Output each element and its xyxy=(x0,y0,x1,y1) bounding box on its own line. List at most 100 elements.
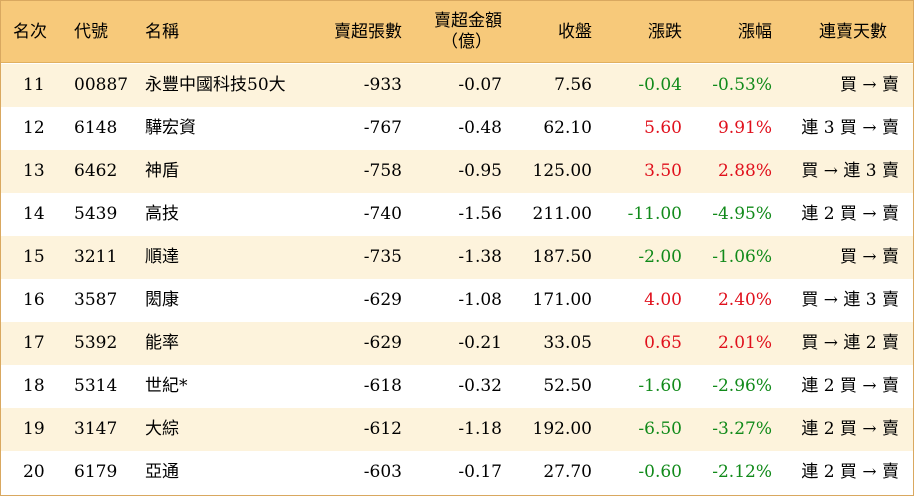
change-pct-cell: -2.96% xyxy=(712,376,772,396)
net-sell-lots-cell: -933 xyxy=(363,75,402,95)
stock-name-cell: 順達 xyxy=(145,247,179,267)
net-sell-lots-cell: -735 xyxy=(363,247,402,267)
rank-cell: 12 xyxy=(23,118,45,138)
net-sell-amount-cell: -1.08 xyxy=(458,290,502,310)
net-sell-amount-cell: -0.32 xyxy=(458,376,502,396)
streak-cell: 買 → 連 3 賣 xyxy=(801,161,899,181)
change-cell: -11.00 xyxy=(627,204,682,224)
net-sell-amount-cell: -0.21 xyxy=(458,333,502,353)
net-sell-lots-cell: -629 xyxy=(363,290,402,310)
table-row[interactable]: 18 5314 世紀* -618 -0.32 52.50 -1.60 -2.96% 連 2 買 … xyxy=(1,365,913,408)
stock-name-cell: 神盾 xyxy=(145,161,179,181)
table-row[interactable]: 14 5439 高技 -740 -1.56 211.00 -11.00 -4.95% 連 2 買… xyxy=(1,193,913,236)
net-sell-lots-cell: -740 xyxy=(363,204,402,224)
stock-code-cell: 3211 xyxy=(74,247,118,267)
stock-code-cell: 5392 xyxy=(74,333,118,353)
change-cell: 5.60 xyxy=(644,118,682,138)
close-price-cell: 27.70 xyxy=(543,462,592,482)
streak-cell: 連 2 買 → 賣 xyxy=(801,462,899,482)
change-pct-cell: 2.88% xyxy=(717,161,772,181)
net-sell-lots-cell: -618 xyxy=(363,376,402,396)
close-price-cell: 52.50 xyxy=(543,376,592,396)
streak-cell: 買 → 連 3 賣 xyxy=(801,290,899,310)
rank-cell: 19 xyxy=(23,419,45,439)
streak-cell: 買 → 賣 xyxy=(839,75,899,95)
header-net-sell-lots[interactable]: 賣超張數 xyxy=(334,22,402,42)
streak-cell: 連 2 買 → 賣 xyxy=(801,419,899,439)
net-sell-amount-cell: -0.48 xyxy=(458,118,502,138)
streak-cell: 買 → 賣 xyxy=(839,247,899,267)
close-price-cell: 125.00 xyxy=(532,161,592,181)
streak-cell: 買 → 連 2 賣 xyxy=(801,333,899,353)
rank-cell: 14 xyxy=(23,204,45,224)
net-sell-amount-cell: -0.95 xyxy=(458,161,502,181)
table-row[interactable]: 16 3587 閎康 -629 -1.08 171.00 4.00 2.40% 買 → 連 3 … xyxy=(1,279,913,322)
header-change-pct[interactable]: 漲幅 xyxy=(738,22,772,42)
net-sell-lots-cell: -767 xyxy=(363,118,402,138)
change-pct-cell: -1.06% xyxy=(712,247,772,267)
header-name[interactable]: 名稱 xyxy=(145,22,179,42)
header-code[interactable]: 代號 xyxy=(74,22,108,42)
table-row[interactable]: 17 5392 能率 -629 -0.21 33.05 0.65 2.01% 買 → 連 2 賣 xyxy=(1,322,913,365)
rank-cell: 13 xyxy=(23,161,45,181)
stock-code-cell: 3587 xyxy=(74,290,118,310)
change-cell: -0.04 xyxy=(638,75,682,95)
change-pct-cell: -3.27% xyxy=(712,419,772,439)
stock-code-cell: 5439 xyxy=(74,204,118,224)
change-cell: -6.50 xyxy=(638,419,682,439)
change-pct-cell: -2.12% xyxy=(712,462,772,482)
table-row[interactable]: 19 3147 大綜 -612 -1.18 192.00 -6.50 -3.27% 連 2 買 … xyxy=(1,408,913,451)
stock-name-cell: 能率 xyxy=(145,333,179,353)
table-row[interactable]: 12 6148 驊宏資 -767 -0.48 62.10 5.60 9.91% 連 3 買 → … xyxy=(1,107,913,150)
header-close[interactable]: 收盤 xyxy=(558,22,592,42)
stock-name-cell: 閎康 xyxy=(145,290,179,310)
net-sell-amount-cell: -0.07 xyxy=(458,75,502,95)
change-pct-cell: 2.01% xyxy=(717,333,772,353)
change-pct-cell: -0.53% xyxy=(712,75,772,95)
header-net-sell-amount-unit: （億） xyxy=(441,32,492,52)
net-sell-lots-cell: -612 xyxy=(363,419,402,439)
close-price-cell: 211.00 xyxy=(532,204,592,224)
header-net-sell-amount[interactable]: 賣超金額 xyxy=(434,11,502,31)
stock-name-cell: 驊宏資 xyxy=(145,118,196,138)
close-price-cell: 187.50 xyxy=(532,247,592,267)
change-cell: -0.60 xyxy=(638,462,682,482)
stock-name-cell: 高技 xyxy=(145,204,179,224)
change-cell: 0.65 xyxy=(644,333,682,353)
rank-cell: 11 xyxy=(23,75,45,95)
close-price-cell: 171.00 xyxy=(532,290,592,310)
net-sell-lots-cell: -629 xyxy=(363,333,402,353)
close-price-cell: 33.05 xyxy=(543,333,592,353)
streak-cell: 連 2 買 → 賣 xyxy=(801,204,899,224)
rank-cell: 18 xyxy=(23,376,45,396)
net-sell-lots-cell: -758 xyxy=(363,161,402,181)
rank-cell: 16 xyxy=(23,290,45,310)
close-price-cell: 192.00 xyxy=(532,419,592,439)
net-sell-amount-cell: -1.56 xyxy=(458,204,502,224)
net-sell-lots-cell: -603 xyxy=(363,462,402,482)
header-rank[interactable]: 名次 xyxy=(13,22,47,42)
header-streak[interactable]: 連賣天數 xyxy=(819,22,887,42)
streak-cell: 連 3 買 → 賣 xyxy=(801,118,899,138)
net-sell-amount-cell: -1.18 xyxy=(458,419,502,439)
close-price-cell: 7.56 xyxy=(554,75,592,95)
change-pct-cell: -4.95% xyxy=(712,204,772,224)
change-pct-cell: 2.40% xyxy=(717,290,772,310)
table-header: 名次 代號 名稱 賣超張數 賣超金額 （億） 收盤 漲跌 漲幅 連賣天數 xyxy=(1,1,913,63)
table-row[interactable]: 20 6179 亞通 -603 -0.17 27.70 -0.60 -2.12% 連 2 買 →… xyxy=(1,451,913,494)
net-sell-amount-cell: -0.17 xyxy=(458,462,502,482)
table-row[interactable]: 11 00887 永豐中國科技50大 -933 -0.07 7.56 -0.04 -0.53%… xyxy=(1,64,913,107)
net-sell-amount-cell: -1.38 xyxy=(458,247,502,267)
table-row[interactable]: 15 3211 順達 -735 -1.38 187.50 -2.00 -1.06% 買 → 賣 xyxy=(1,236,913,279)
change-pct-cell: 9.91% xyxy=(717,118,772,138)
stock-code-cell: 3147 xyxy=(74,419,118,439)
change-cell: -1.60 xyxy=(638,376,682,396)
header-change[interactable]: 漲跌 xyxy=(648,22,682,42)
stock-code-cell: 5314 xyxy=(74,376,118,396)
change-cell: -2.00 xyxy=(638,247,682,267)
stock-code-cell: 6179 xyxy=(74,462,118,482)
table-row[interactable]: 13 6462 神盾 -758 -0.95 125.00 3.50 2.88% 買 → 連 3 … xyxy=(1,150,913,193)
stock-code-cell: 00887 xyxy=(74,75,129,95)
rank-cell: 15 xyxy=(23,247,45,267)
